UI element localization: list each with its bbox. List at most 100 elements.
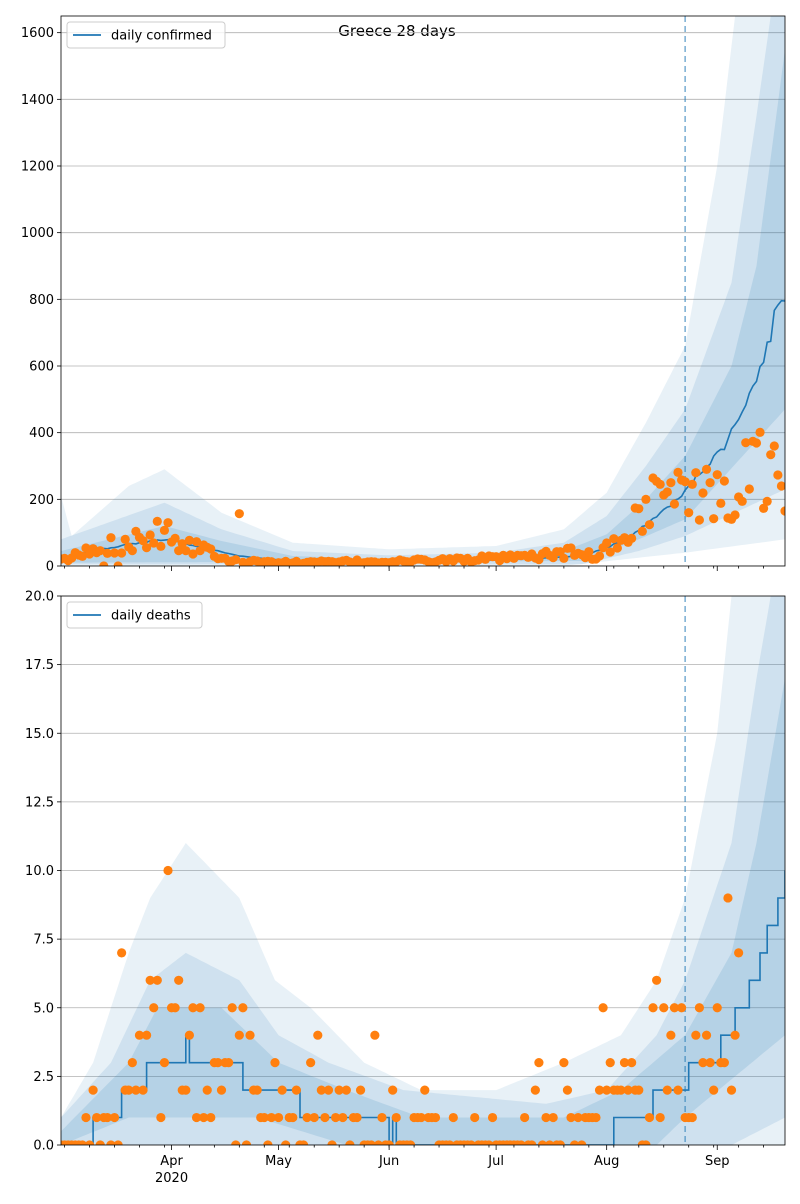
observed-point <box>520 1112 530 1123</box>
observed-points <box>61 427 785 566</box>
observed-point <box>141 543 152 553</box>
observed-point <box>170 1003 180 1013</box>
y-tick-label: 200 <box>29 493 54 508</box>
observed-point <box>231 555 241 565</box>
observed-point <box>156 541 166 551</box>
observed-point <box>448 1112 458 1123</box>
observed-point <box>316 1085 326 1095</box>
observed-point <box>77 1140 87 1145</box>
observed-point <box>288 1112 298 1123</box>
observed-point <box>113 561 123 566</box>
observed-point <box>591 1112 601 1123</box>
observed-point <box>776 481 785 491</box>
observed-point <box>762 496 772 506</box>
observed-point <box>195 1003 205 1013</box>
observed-point <box>705 1058 715 1068</box>
observed-point <box>309 1112 319 1123</box>
observed-point <box>263 1140 273 1145</box>
plot-area <box>61 16 785 566</box>
x-tick-label: Sep <box>705 1154 730 1169</box>
observed-point <box>188 549 198 559</box>
observed-point <box>216 1085 227 1095</box>
observed-point <box>659 1003 669 1013</box>
observed-point <box>174 975 184 985</box>
observed-point <box>541 1112 551 1123</box>
observed-point <box>701 464 712 474</box>
observed-point <box>113 1140 123 1145</box>
observed-point <box>655 1112 665 1123</box>
observed-point <box>694 515 705 525</box>
legend-box <box>66 21 226 49</box>
observed-point <box>84 1140 95 1145</box>
observed-point <box>730 510 740 520</box>
observed-point <box>370 1030 380 1040</box>
observed-point <box>559 553 569 563</box>
y-tick-label: 15.0 <box>25 727 54 742</box>
observed-point <box>534 1058 544 1068</box>
plot-frame <box>60 15 786 567</box>
observed-point <box>298 1140 309 1145</box>
observed-point <box>106 533 116 543</box>
y-tick-label: 1400 <box>21 93 54 108</box>
observed-point <box>673 1085 683 1095</box>
y-tick-label: 5.0 <box>33 1001 54 1016</box>
observed-point <box>241 1140 252 1145</box>
observed-point <box>634 1085 644 1095</box>
observed-point <box>224 1058 234 1068</box>
observed-point <box>723 893 733 903</box>
legend-label: daily deaths <box>111 609 191 624</box>
observed-point <box>680 477 690 487</box>
observed-point <box>259 1112 269 1123</box>
observed-point <box>77 551 87 561</box>
observed-point <box>605 547 615 557</box>
observed-point <box>327 1140 337 1145</box>
observed-point <box>566 1112 576 1123</box>
observed-point <box>99 561 109 566</box>
observed-point <box>605 1058 615 1068</box>
observed-point <box>323 1085 334 1095</box>
observed-point <box>159 1058 170 1068</box>
observed-point <box>213 1058 223 1068</box>
observed-point <box>584 547 594 557</box>
observed-point <box>152 516 162 526</box>
x-year-label: 2020 <box>155 1171 188 1186</box>
observed-point <box>445 1140 455 1145</box>
observed-point <box>516 1140 526 1145</box>
observed-point <box>644 1112 655 1123</box>
observed-point <box>698 1058 708 1068</box>
legend: daily confirmed <box>66 21 226 49</box>
observed-point <box>277 1085 287 1095</box>
y-tick-label: 400 <box>29 426 54 441</box>
observed-point <box>117 548 127 558</box>
observed-point <box>117 948 127 958</box>
observed-point <box>755 427 765 437</box>
deaths-panel: 0.0 2.5 5.0 7.5 10.0 12.5 15.0 17.5 20.0 Apr May Ju… <box>25 590 786 1186</box>
observed-point <box>769 441 779 451</box>
observed-point <box>545 1140 555 1145</box>
observed-point <box>623 1085 633 1095</box>
y-tick-label: 1600 <box>21 26 54 41</box>
observed-point <box>92 1112 102 1123</box>
observed-point <box>384 1140 394 1145</box>
observed-point <box>181 546 191 556</box>
y-tick-label: 1000 <box>21 226 54 241</box>
observed-point <box>138 536 148 546</box>
observed-point <box>420 1085 430 1095</box>
observed-point <box>163 518 173 528</box>
observed-point <box>127 1058 137 1068</box>
observed-point <box>120 534 130 544</box>
observed-point <box>669 499 680 509</box>
observed-point <box>238 1003 248 1013</box>
y-tick-label: 800 <box>29 293 54 308</box>
observed-point <box>716 498 726 508</box>
y-tick-label: 17.5 <box>25 658 54 673</box>
observed-point <box>609 534 619 544</box>
observed-point <box>666 478 676 488</box>
observed-point <box>687 479 697 489</box>
observed-point <box>391 1112 401 1123</box>
observed-point <box>302 1112 312 1123</box>
observed-point <box>174 546 184 556</box>
observed-point <box>149 538 159 548</box>
observed-point <box>627 533 637 543</box>
observed-point <box>726 1085 737 1095</box>
